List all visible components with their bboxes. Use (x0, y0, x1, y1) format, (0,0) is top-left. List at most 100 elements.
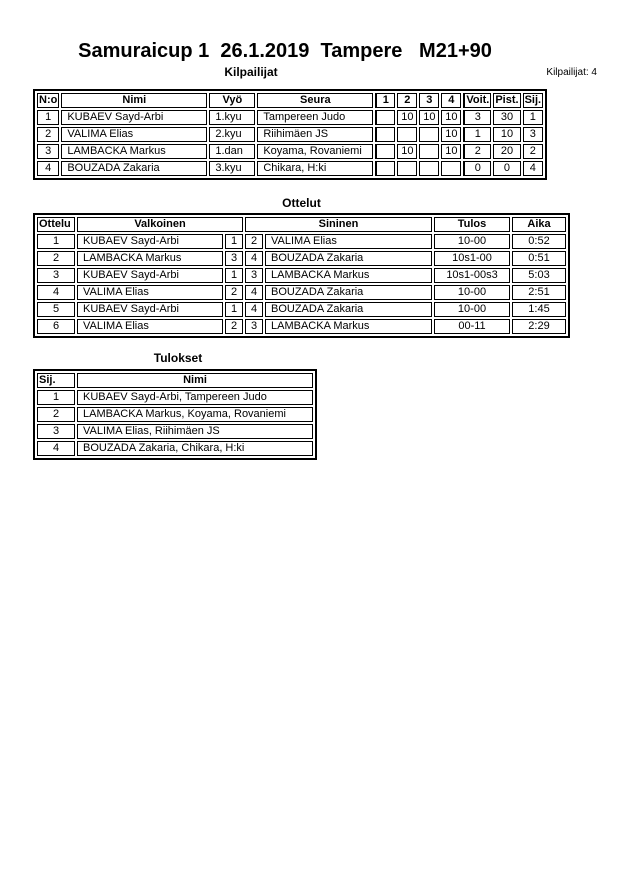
competitor-points: 30 (493, 110, 521, 125)
match-row: 5 KUBAEV Sayd-Arbi 1 4 BOUZADA Zakaria 1… (37, 302, 566, 317)
blue-no: 3 (245, 268, 263, 283)
competitor-belt: 3.kyu (209, 161, 256, 176)
col-header-aika: Aika (512, 217, 566, 232)
result-row: 1 KUBAEV Sayd-Arbi, Tampereen Judo (37, 390, 313, 405)
results-table: Sij. Nimi 1 KUBAEV Sayd-Arbi, Tampereen … (33, 369, 317, 460)
white-name: KUBAEV Sayd-Arbi (77, 302, 223, 317)
blue-name: BOUZADA Zakaria (265, 251, 432, 266)
match-no: 6 (37, 319, 75, 334)
match-row: 1 KUBAEV Sayd-Arbi 1 2 VALIMA Elias 10-0… (37, 234, 566, 249)
competitor-club: Riihimäen JS (257, 127, 374, 142)
blue-no: 4 (245, 285, 263, 300)
result-row: 4 BOUZADA Zakaria, Chikara, H:ki (37, 441, 313, 456)
match-score: 10 (441, 127, 462, 142)
blue-name: BOUZADA Zakaria (265, 302, 432, 317)
competitors-heading: Kilpailijat (224, 65, 278, 79)
match-no: 1 (37, 234, 75, 249)
col-header-no: N:o (37, 93, 60, 108)
match-time: 0:52 (512, 234, 566, 249)
competitor-name: LAMBACKA Markus (61, 144, 208, 159)
competitor-club: Chikara, H:ki (257, 161, 374, 176)
competitor-club: Tampereen Judo (257, 110, 374, 125)
col-header-match1: 1 (375, 93, 396, 108)
match-score: 10 (397, 144, 418, 159)
col-header-ottelu: Ottelu (37, 217, 75, 232)
competitor-belt: 1.kyu (209, 110, 256, 125)
white-name: KUBAEV Sayd-Arbi (77, 234, 223, 249)
col-header-nimi: Nimi (77, 373, 313, 388)
col-header-nimi: Nimi (61, 93, 208, 108)
results-heading: Tulokset (153, 351, 203, 365)
match-score (419, 127, 440, 142)
match-score (419, 161, 440, 176)
match-result: 10-00 (434, 302, 510, 317)
match-score: 10 (397, 110, 418, 125)
competitors-header-row: N:o Nimi Vyö Seura 1 2 3 4 Voit. Pist. S… (37, 93, 544, 108)
competitor-row: 3 LAMBACKA Markus 1.dan Koyama, Rovaniem… (37, 144, 544, 159)
white-name: KUBAEV Sayd-Arbi (77, 268, 223, 283)
match-result: 10-00 (434, 285, 510, 300)
white-no: 2 (225, 285, 243, 300)
col-header-voit: Voit. (463, 93, 492, 108)
competitor-row: 2 VALIMA Elias 2.kyu Riihimäen JS 10 1 1… (37, 127, 544, 142)
result-place: 2 (37, 407, 75, 422)
white-no: 1 (225, 268, 243, 283)
result-name: VALIMA Elias, Riihimäen JS (77, 424, 313, 439)
col-header-seura: Seura (257, 93, 374, 108)
col-header-match3: 3 (419, 93, 440, 108)
results-header-row: Sij. Nimi (37, 373, 313, 388)
match-score (375, 161, 396, 176)
col-header-sij: Sij. (37, 373, 75, 388)
result-place: 3 (37, 424, 75, 439)
competitor-wins: 0 (463, 161, 492, 176)
blue-no: 3 (245, 319, 263, 334)
match-row: 2 LAMBACKA Markus 3 4 BOUZADA Zakaria 10… (37, 251, 566, 266)
white-no: 1 (225, 234, 243, 249)
competitor-points: 10 (493, 127, 521, 142)
blue-no: 4 (245, 302, 263, 317)
white-name: VALIMA Elias (77, 319, 223, 334)
competitor-no: 2 (37, 127, 60, 142)
col-header-sininen: Sininen (245, 217, 432, 232)
match-result: 10-00 (434, 234, 510, 249)
white-name: LAMBACKA Markus (77, 251, 223, 266)
match-result: 00-11 (434, 319, 510, 334)
match-time: 1:45 (512, 302, 566, 317)
competitor-place: 3 (522, 127, 544, 142)
white-no: 1 (225, 302, 243, 317)
col-header-sij: Sij. (522, 93, 544, 108)
competitor-belt: 1.dan (209, 144, 256, 159)
match-no: 5 (37, 302, 75, 317)
competitors-table: N:o Nimi Vyö Seura 1 2 3 4 Voit. Pist. S… (33, 89, 548, 180)
competitor-no: 3 (37, 144, 60, 159)
col-header-match4: 4 (441, 93, 462, 108)
blue-no: 4 (245, 251, 263, 266)
match-score (419, 144, 440, 159)
match-time: 0:51 (512, 251, 566, 266)
result-name: BOUZADA Zakaria, Chikara, H:ki (77, 441, 313, 456)
result-row: 2 LAMBACKA Markus, Koyama, Rovaniemi (37, 407, 313, 422)
match-row: 3 KUBAEV Sayd-Arbi 1 3 LAMBACKA Markus 1… (37, 268, 566, 283)
match-score (375, 127, 396, 142)
col-header-match2: 2 (397, 93, 418, 108)
blue-name: LAMBACKA Markus (265, 268, 432, 283)
match-no: 2 (37, 251, 75, 266)
match-row: 4 VALIMA Elias 2 4 BOUZADA Zakaria 10-00… (37, 285, 566, 300)
match-score: 10 (419, 110, 440, 125)
white-no: 2 (225, 319, 243, 334)
match-score (375, 144, 396, 159)
blue-name: VALIMA Elias (265, 234, 432, 249)
match-time: 2:51 (512, 285, 566, 300)
match-score: 10 (441, 110, 462, 125)
match-score (397, 161, 418, 176)
col-header-vyo: Vyö (209, 93, 256, 108)
competitor-name: KUBAEV Sayd-Arbi (61, 110, 208, 125)
match-time: 2:29 (512, 319, 566, 334)
col-header-tulos: Tulos (434, 217, 510, 232)
competitor-points: 20 (493, 144, 521, 159)
match-score (375, 110, 396, 125)
competitor-name: VALIMA Elias (61, 127, 208, 142)
blue-name: BOUZADA Zakaria (265, 285, 432, 300)
match-no: 4 (37, 285, 75, 300)
matches-heading: Ottelut (282, 196, 321, 210)
